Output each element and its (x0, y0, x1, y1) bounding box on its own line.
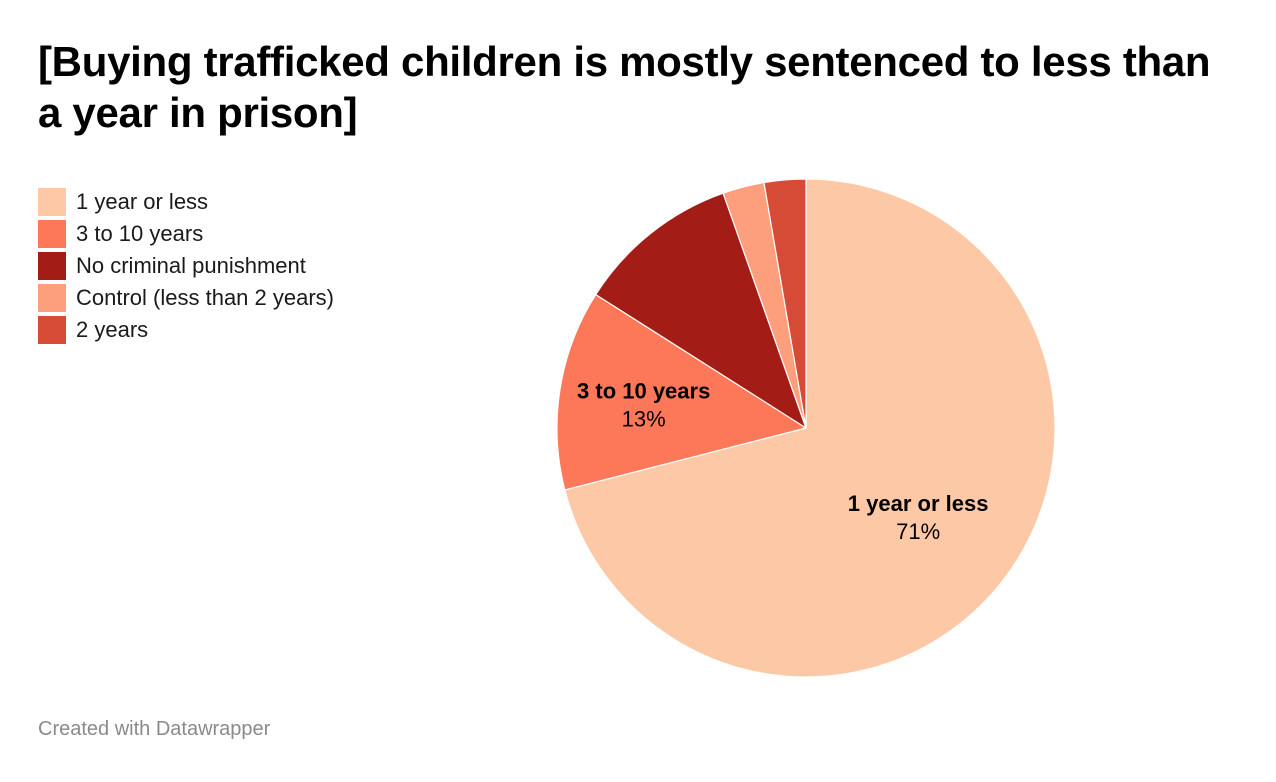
chart-legend: 1 year or less 3 to 10 years No criminal… (38, 186, 334, 346)
legend-label: No criminal punishment (76, 253, 306, 278)
legend-label: 1 year or less (76, 189, 209, 214)
legend-item: No criminal punishment (38, 250, 334, 282)
slice-label-value: 71% (896, 519, 940, 544)
legend-swatch (38, 252, 66, 280)
legend-item: Control (less than 2 years) (38, 282, 334, 314)
pie-slice (595, 192, 807, 429)
legend-label: 3 to 10 years (76, 221, 204, 246)
legend-item: 2 years (38, 314, 334, 346)
legend-swatch (38, 220, 66, 248)
legend-swatch (38, 316, 66, 344)
legend-label: 2 years (76, 317, 149, 342)
legend-swatch (38, 284, 66, 312)
pie-slice (556, 293, 807, 491)
slice-label-name: 1 year or less (848, 491, 989, 516)
chart-title: [Buying trafficked children is mostly se… (38, 38, 1211, 136)
pie-slice (564, 178, 1056, 678)
pie-slice-labels: 1 year or less 71% 3 to 10 years 13% (577, 378, 988, 544)
slice-label-name: 3 to 10 years (577, 378, 710, 403)
pie-slices (556, 178, 1056, 678)
legend-label: Control (less than 2 years) (76, 285, 334, 310)
footer-credit: Created with Datawrapper (38, 718, 271, 740)
legend-item: 3 to 10 years (38, 218, 334, 250)
pie-slice (763, 178, 807, 429)
slice-label-value: 13% (622, 406, 666, 431)
legend-item: 1 year or less (38, 186, 334, 218)
legend-swatch (38, 188, 66, 216)
